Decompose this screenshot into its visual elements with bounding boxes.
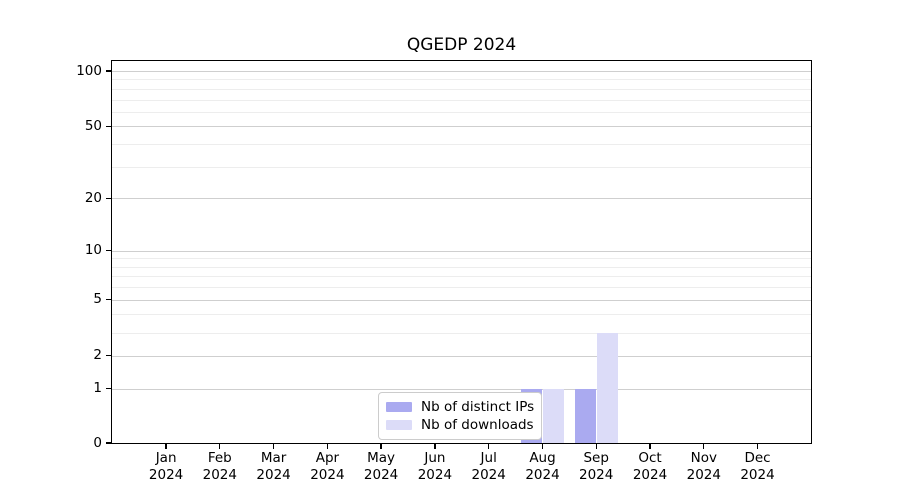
y-gridline-minor [112, 258, 811, 260]
y-gridline-minor [112, 79, 811, 81]
y-gridline-major [112, 126, 811, 128]
y-tick [106, 388, 112, 390]
y-tick [106, 442, 112, 444]
y-tick [106, 299, 112, 301]
x-tick [703, 443, 705, 449]
x-tick-label: Jan 2024 [148, 450, 184, 483]
chart-title: QGEDP 2024 [406, 35, 517, 55]
y-gridline-minor [112, 166, 811, 168]
y-gridline-minor [112, 332, 811, 334]
legend-swatch-distinct-ips [386, 402, 412, 412]
x-tick-label: Mar 2024 [256, 450, 291, 483]
y-gridline-major [112, 250, 811, 252]
plot-area: Dec 2024 Nov 2024 Oct 2024 Sep 2024 Aug 2024… [76, 60, 812, 483]
x-tick [434, 443, 436, 449]
x-tick [272, 443, 275, 449]
y-tick-label: 1 [93, 380, 102, 397]
y-tick-label: 50 [84, 117, 102, 134]
legend-item-downloads: Nb of downloads [386, 416, 534, 434]
x-tick-label: Aug 2024 [525, 450, 560, 483]
x-tick [595, 443, 597, 449]
y-tick [106, 125, 112, 127]
y-tick [106, 249, 112, 252]
bar-distinct-ips [574, 388, 596, 443]
y-tick-label: 100 [76, 62, 102, 79]
legend-swatch-downloads [386, 420, 412, 430]
y-gridline-minor [112, 287, 811, 289]
x-tick-label: Sep 2024 [579, 450, 614, 483]
y-tick-label: 2 [93, 347, 102, 364]
y-gridline-minor [112, 144, 811, 145]
y-tick [106, 70, 112, 72]
y-tick-label: 10 [84, 242, 102, 259]
y-gridline-minor [112, 99, 811, 101]
x-tick-label: Jun 2024 [417, 450, 453, 483]
y-gridline-major [112, 198, 811, 200]
legend: Nb of distinct IPs Nb of downloads [378, 392, 542, 440]
x-tick-label: May 2024 [363, 450, 399, 483]
x-tick [756, 443, 759, 449]
x-tick [541, 443, 544, 449]
y-gridline-minor [112, 266, 811, 268]
x-tick [326, 443, 329, 449]
x-tick-label: Dec 2024 [740, 450, 775, 483]
x-tick-label: Feb 2024 [202, 450, 237, 483]
y-tick-label: 0 [93, 434, 102, 451]
y-tick [106, 197, 112, 199]
legend-item-distinct-ips: Nb of distinct IPs [386, 398, 534, 416]
y-tick-label: 20 [84, 189, 102, 206]
x-tick [165, 443, 167, 449]
legend-label-downloads: Nb of downloads [421, 417, 534, 433]
x-tick [488, 443, 490, 449]
y-tick [106, 355, 112, 357]
legend-label-distinct-ips: Nb of distinct IPs [421, 399, 535, 415]
y-tick-label: 5 [93, 291, 102, 308]
bar-downloads [596, 332, 618, 443]
x-tick [380, 443, 382, 449]
x-tick [649, 443, 651, 449]
x-tick-label: Apr 2024 [310, 450, 345, 483]
x-tick-label: Jul 2024 [471, 450, 506, 483]
y-gridline-minor [112, 111, 811, 113]
y-gridline-major [112, 388, 811, 390]
x-tick-label: Nov 2024 [686, 450, 721, 483]
y-gridline-minor [112, 314, 811, 316]
bar-downloads [543, 388, 564, 443]
x-tick-label: Oct 2024 [632, 450, 668, 483]
y-gridline-major [112, 71, 811, 72]
y-gridline-minor [112, 276, 811, 278]
y-gridline-minor [112, 88, 811, 90]
axes-border [111, 60, 812, 444]
x-tick [219, 443, 221, 449]
y-gridline-major [112, 299, 811, 301]
y-gridline-major [112, 355, 811, 357]
